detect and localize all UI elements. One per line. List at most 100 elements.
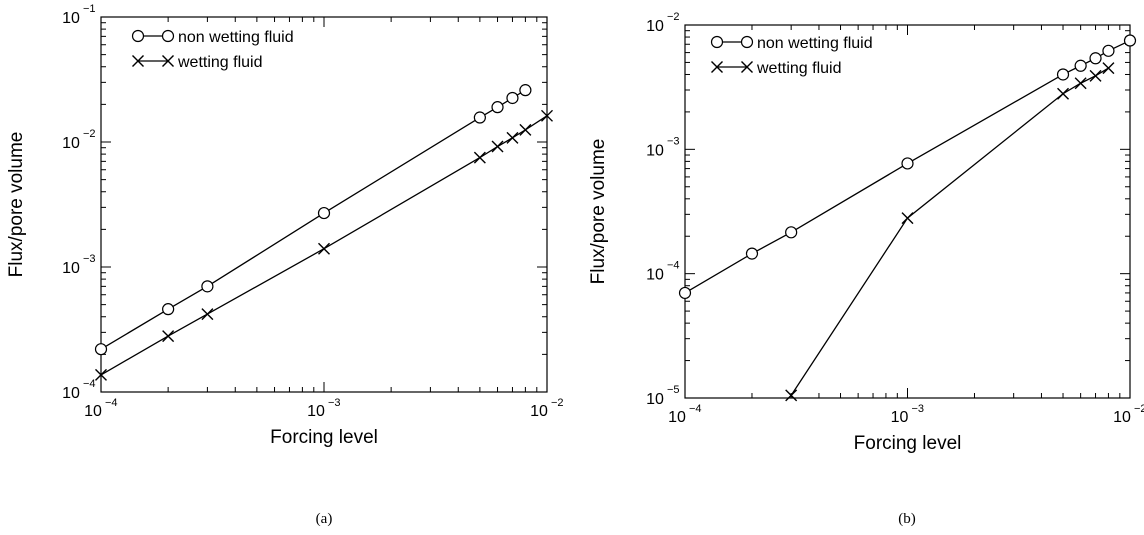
series-wetting <box>95 109 553 381</box>
x-tick-label: 10 <box>668 409 686 426</box>
x-tick-exponent: −3 <box>912 403 925 415</box>
marker-stroke <box>519 123 532 136</box>
data-point <box>785 389 798 402</box>
data-point <box>678 286 692 300</box>
series-non-wetting <box>94 84 532 356</box>
data-point <box>519 84 532 97</box>
y-tick-exponent: −3 <box>667 135 680 147</box>
legend-entry: non wetting fluid <box>131 29 294 46</box>
legend-label: wetting fluid <box>756 60 842 77</box>
y-tick-exponent: −4 <box>83 378 96 390</box>
legend-marker <box>711 61 723 73</box>
legend-marker <box>131 29 145 43</box>
data-point <box>901 157 914 170</box>
y-tick-label: 10 <box>62 260 80 277</box>
marker-stroke <box>132 55 144 67</box>
marker-stroke <box>901 212 914 225</box>
x-tick-exponent: −4 <box>105 397 118 409</box>
marker-stroke <box>491 140 504 153</box>
marker-stroke <box>1057 87 1070 100</box>
marker-stroke <box>1102 62 1115 75</box>
x-axis-label: Forcing level <box>854 433 962 454</box>
x-tick-label: 10 <box>1113 409 1131 426</box>
series-line <box>790 67 1109 396</box>
marker-stroke <box>1089 69 1102 82</box>
marker-stroke <box>162 55 174 67</box>
panel-caption: (a) <box>316 511 333 527</box>
x-tick-label: 10 <box>530 403 548 420</box>
data-point <box>541 109 553 122</box>
y-tick-exponent: −4 <box>667 260 680 272</box>
data-point <box>1123 34 1137 47</box>
data-point <box>473 111 486 124</box>
plot-frame <box>684 24 1131 399</box>
x-tick-exponent: −4 <box>689 403 702 415</box>
x-tick-label: 10 <box>307 403 325 420</box>
marker-stroke <box>541 109 553 122</box>
legend-entry: wetting fluid <box>711 60 842 77</box>
x-tick-label: 10 <box>891 409 909 426</box>
data-point <box>162 330 175 343</box>
series-wetting <box>785 62 1115 402</box>
y-tick-label: 10 <box>62 10 80 27</box>
data-point <box>1074 59 1087 72</box>
data-point <box>1074 77 1087 90</box>
legend-marker <box>710 35 724 49</box>
x-tick-exponent: −3 <box>328 397 341 409</box>
data-point <box>491 101 504 114</box>
marker-stroke <box>318 242 330 255</box>
panel-caption: (b) <box>898 511 916 527</box>
y-tick-label: 10 <box>646 391 664 408</box>
data-point <box>1057 87 1070 100</box>
y-tick-label: 10 <box>62 385 80 402</box>
data-point <box>318 242 330 255</box>
x-tick-exponent: −2 <box>551 397 564 409</box>
y-tick-label: 10 <box>646 18 664 35</box>
data-point <box>95 368 107 381</box>
series-non-wetting <box>678 34 1137 300</box>
x-tick-exponent: −2 <box>1134 403 1144 415</box>
data-point <box>491 140 504 153</box>
legend-label: non wetting fluid <box>757 35 873 52</box>
data-point <box>201 308 214 321</box>
marker-stroke <box>201 308 214 321</box>
data-point <box>201 280 214 293</box>
y-axis-label: Flux/pore volume <box>588 139 609 285</box>
legend-label: wetting fluid <box>177 54 263 71</box>
marker-stroke <box>711 61 723 73</box>
y-tick-exponent: −1 <box>83 3 96 15</box>
data-point <box>1056 68 1070 81</box>
y-tick-label: 10 <box>646 142 664 159</box>
legend-label: non wetting fluid <box>178 29 294 46</box>
data-point <box>901 212 914 225</box>
y-axis-label: Flux/pore volume <box>6 132 27 278</box>
marker-stroke <box>95 368 107 381</box>
legend-entry: wetting fluid <box>132 54 263 71</box>
data-point <box>1089 69 1102 82</box>
data-point <box>745 247 759 260</box>
legend-entry: non wetting fluid <box>710 35 873 52</box>
data-point <box>519 123 532 136</box>
y-tick-exponent: −2 <box>83 128 96 140</box>
data-point <box>1102 44 1115 57</box>
y-tick-exponent: −2 <box>667 11 680 23</box>
legend-marker <box>741 61 753 73</box>
data-point <box>94 343 108 356</box>
marker-stroke <box>1074 77 1087 90</box>
y-tick-label: 10 <box>646 267 664 284</box>
marker-stroke <box>506 131 519 144</box>
legend-marker <box>162 55 174 67</box>
data-point <box>1102 62 1115 75</box>
data-point <box>785 226 798 239</box>
y-tick-label: 10 <box>62 135 80 152</box>
marker-stroke <box>741 61 753 73</box>
legend-marker <box>740 35 754 49</box>
data-point <box>162 303 175 316</box>
y-tick-exponent: −5 <box>667 384 680 396</box>
legend-marker <box>132 55 144 67</box>
marker-stroke <box>162 330 175 343</box>
marker-stroke <box>785 389 798 402</box>
data-point <box>317 206 331 220</box>
